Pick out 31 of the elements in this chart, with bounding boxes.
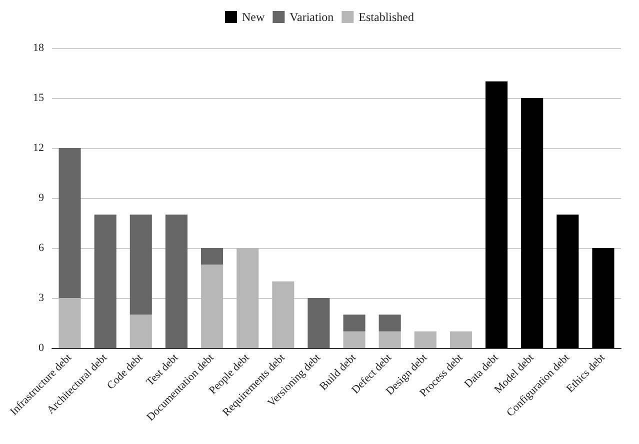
bar bbox=[450, 331, 472, 348]
y-tick-label: 12 bbox=[33, 142, 44, 154]
bar bbox=[378, 331, 401, 348]
y-tick-label: 3 bbox=[38, 292, 44, 304]
bar bbox=[165, 214, 188, 348]
bar bbox=[201, 248, 224, 265]
bar bbox=[343, 314, 366, 332]
legend-label: New bbox=[242, 10, 266, 24]
y-tick-label: 15 bbox=[33, 92, 44, 104]
bar bbox=[378, 314, 401, 332]
y-tick-label: 18 bbox=[33, 42, 44, 54]
bar bbox=[556, 214, 579, 348]
bar bbox=[130, 314, 152, 348]
bar bbox=[94, 214, 116, 348]
bar bbox=[130, 214, 152, 315]
legend-label: Established bbox=[358, 10, 414, 24]
y-tick-label: 6 bbox=[38, 242, 44, 254]
y-tick-label: 0 bbox=[38, 342, 44, 354]
bar bbox=[236, 248, 259, 348]
bar bbox=[414, 331, 436, 348]
bar bbox=[592, 248, 614, 348]
bar bbox=[343, 331, 366, 348]
bar bbox=[521, 98, 544, 348]
bar bbox=[486, 81, 508, 348]
bar bbox=[58, 148, 81, 298]
bar bbox=[201, 264, 224, 348]
bar bbox=[58, 298, 81, 348]
y-tick-label: 9 bbox=[38, 192, 44, 204]
bar bbox=[272, 281, 294, 348]
legend-label: Variation bbox=[290, 10, 334, 24]
bar bbox=[308, 298, 330, 348]
